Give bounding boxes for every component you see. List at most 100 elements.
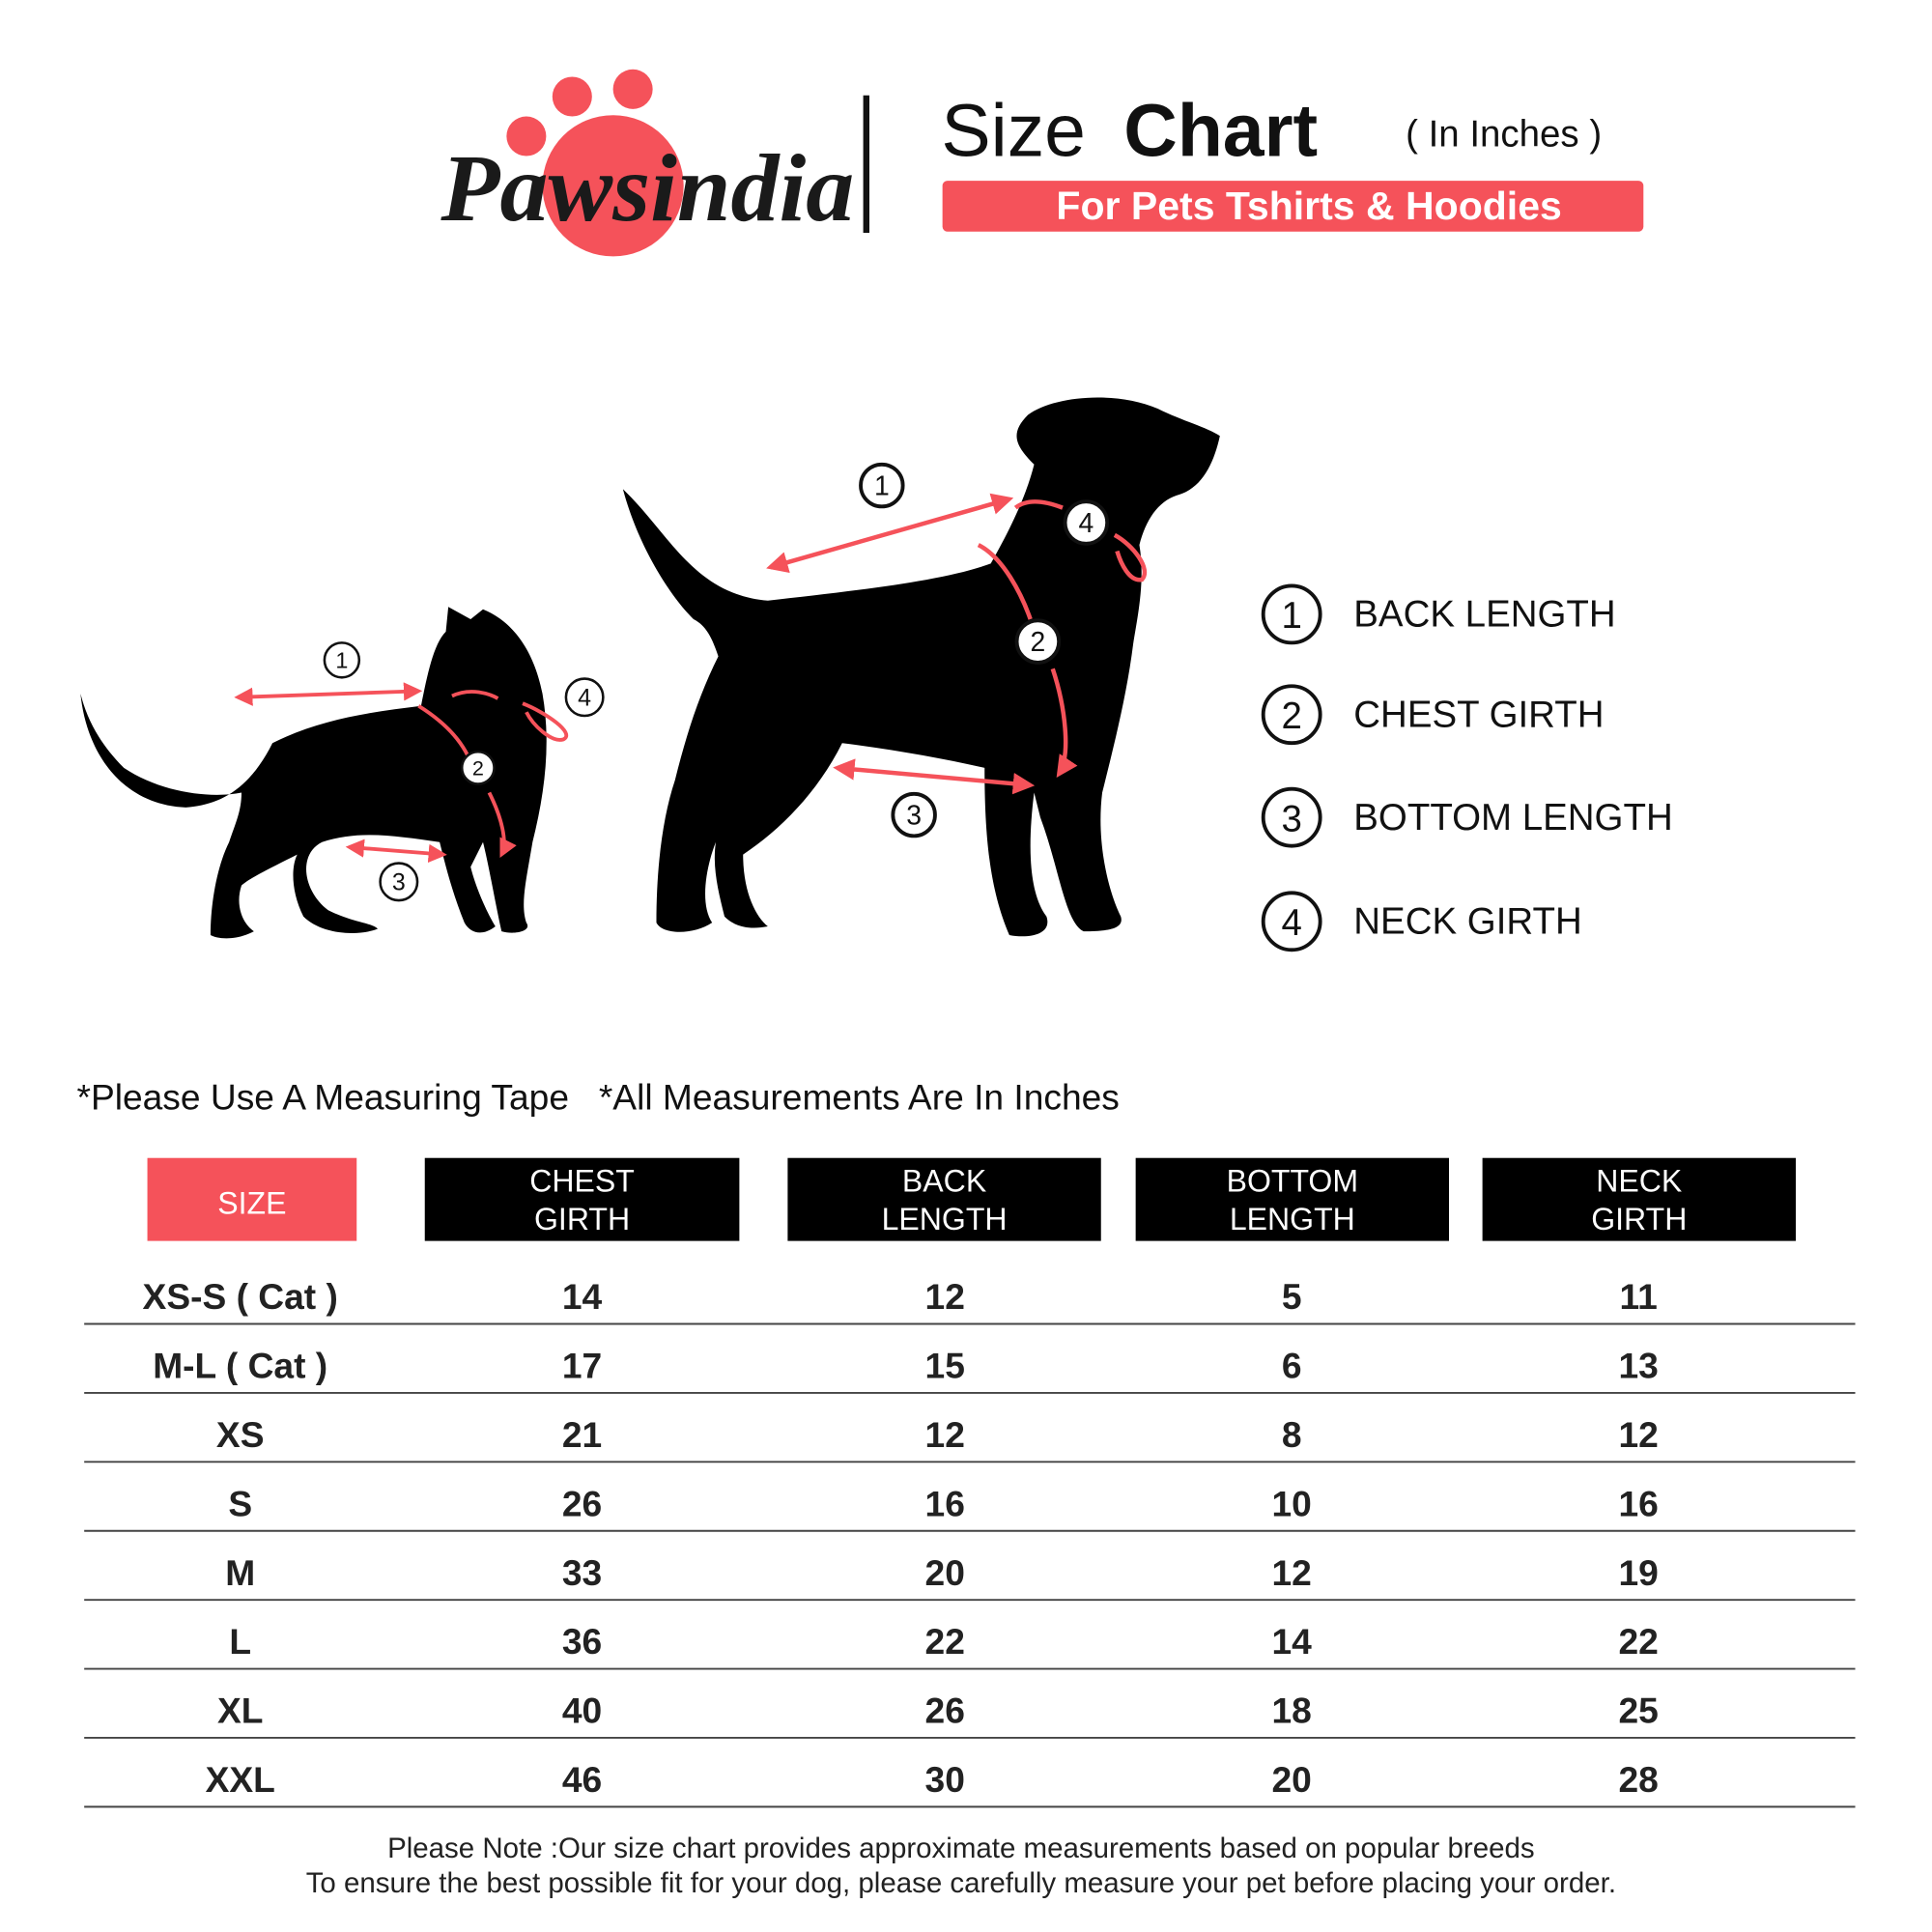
header-label: LENGTH — [882, 1202, 1008, 1236]
legend-item: 3 BOTTOM LENGTH — [1261, 786, 1673, 848]
dog-back-length-arrow — [766, 493, 1014, 574]
value-cell: 12 — [925, 1276, 965, 1317]
marker-number: 3 — [392, 868, 406, 895]
page-title: Size Chart — [941, 90, 1318, 173]
table-row: L 36 22 14 22 — [84, 1621, 1856, 1670]
header-label: BOTTOM — [1227, 1163, 1358, 1198]
size-cell: S — [228, 1483, 252, 1523]
value-cell: 17 — [562, 1346, 602, 1386]
column-header: NECK GIRTH — [1482, 1157, 1796, 1241]
value-cell: 22 — [925, 1621, 965, 1662]
cat-silhouette — [80, 607, 568, 939]
legend-number: 1 — [1281, 595, 1301, 637]
legend-item: 1 BACK LENGTH — [1261, 583, 1616, 645]
value-cell: 12 — [1618, 1414, 1658, 1455]
legend-number: 2 — [1281, 696, 1301, 737]
value-cell: 14 — [562, 1276, 603, 1317]
dog-neck-girth-arrow — [1013, 499, 1148, 582]
marker-number: 2 — [472, 755, 484, 780]
value-cell: 16 — [1618, 1483, 1658, 1523]
legend-label: CHEST GIRTH — [1353, 695, 1604, 736]
header-label: NECK — [1596, 1163, 1683, 1198]
value-cell: 26 — [562, 1483, 602, 1523]
paw-icon — [506, 69, 684, 257]
value-cell: 19 — [1618, 1552, 1658, 1593]
dog-marker-1: 1 — [859, 462, 905, 509]
value-cell: 22 — [1618, 1621, 1658, 1662]
value-cell: 14 — [1272, 1621, 1313, 1662]
value-cell: 5 — [1282, 1276, 1302, 1317]
size-cell: XS — [216, 1414, 265, 1455]
cat-neck-girth-arrow — [451, 690, 568, 742]
marker-number: 2 — [1030, 627, 1045, 658]
size-cell: M — [225, 1552, 255, 1593]
value-cell: 33 — [562, 1552, 602, 1593]
marker-number: 1 — [335, 647, 348, 672]
header-label: SIZE — [217, 1185, 286, 1220]
value-cell: 11 — [1620, 1276, 1658, 1317]
table-row: M-L ( Cat ) 17 15 6 13 — [84, 1346, 1856, 1394]
value-cell: 13 — [1618, 1346, 1658, 1386]
subtitle: For Pets Tshirts & Hoodies — [1056, 184, 1561, 228]
value-cell: 18 — [1272, 1690, 1312, 1731]
dog-marker-2: 2 — [1014, 618, 1062, 665]
value-cell: 40 — [562, 1690, 602, 1731]
table-row: XL 40 26 18 25 — [84, 1690, 1856, 1739]
legend-item: 4 NECK GIRTH — [1261, 891, 1582, 952]
legend-number-circle — [1261, 891, 1322, 952]
cat-back-length-arrow — [234, 682, 423, 706]
dog-chest-girth-arrow — [977, 543, 1065, 774]
brand-logo: Pawsindia — [440, 69, 854, 257]
value-cell: 30 — [925, 1759, 965, 1800]
value-cell: 20 — [1272, 1759, 1312, 1800]
value-cell: 15 — [925, 1346, 965, 1386]
dog-silhouette — [622, 397, 1220, 937]
header-label: GIRTH — [1591, 1202, 1687, 1236]
legend-label: NECK GIRTH — [1353, 901, 1581, 943]
legend-item: 2 CHEST GIRTH — [1261, 684, 1605, 746]
title-light: Size — [941, 90, 1086, 173]
footer-note-2: To ensure the best possible fit for your… — [306, 1867, 1616, 1899]
measuring-notes: *Please Use A Measuring Tape *All Measur… — [76, 1077, 1119, 1118]
dog-marker-3: 3 — [891, 791, 937, 838]
column-header: CHEST GIRTH — [424, 1157, 740, 1241]
brand-name: Pawsindia — [440, 134, 854, 242]
size-cell: XXL — [206, 1759, 275, 1800]
header-label: BACK — [902, 1163, 987, 1198]
size-cell: XS-S ( Cat ) — [143, 1276, 338, 1317]
value-cell: 21 — [562, 1414, 602, 1455]
cat-marker-3: 3 — [379, 862, 419, 902]
legend-number-circle — [1261, 583, 1322, 645]
note-tape: *Please Use A Measuring Tape — [76, 1077, 568, 1118]
value-cell: 46 — [562, 1759, 602, 1800]
header-label: GIRTH — [534, 1202, 630, 1236]
marker-number: 4 — [1078, 508, 1094, 539]
value-cell: 28 — [1618, 1759, 1658, 1800]
table-row: XS-S ( Cat ) 14 12 5 11 — [84, 1276, 1856, 1325]
header-label: CHEST — [529, 1163, 635, 1198]
table-row: XXL 46 30 20 28 — [84, 1759, 1856, 1808]
value-cell: 10 — [1272, 1483, 1312, 1523]
legend-label: BACK LENGTH — [1353, 594, 1615, 636]
value-cell: 36 — [562, 1621, 602, 1662]
dog-bottom-length-arrow — [833, 758, 1036, 795]
size-cell: XL — [217, 1690, 263, 1731]
dog-marker-4: 4 — [1063, 499, 1110, 546]
value-cell: 8 — [1282, 1414, 1302, 1455]
legend-number-circle — [1261, 684, 1322, 746]
legend-label: BOTTOM LENGTH — [1353, 797, 1672, 838]
header-label: LENGTH — [1230, 1202, 1355, 1236]
note-inches: *All Measurements Are In Inches — [599, 1077, 1120, 1118]
value-cell: 26 — [925, 1690, 965, 1731]
cat-marker-4: 4 — [564, 677, 605, 718]
column-header: BOTTOM LENGTH — [1135, 1157, 1449, 1241]
header-divider — [863, 95, 869, 234]
value-cell: 20 — [925, 1552, 965, 1593]
value-cell: 12 — [1272, 1552, 1312, 1593]
cat-marker-2: 2 — [460, 750, 496, 785]
size-cell: M-L ( Cat ) — [153, 1346, 327, 1386]
value-cell: 12 — [925, 1414, 965, 1455]
table-row: XS 21 12 8 12 — [84, 1414, 1856, 1463]
marker-number: 4 — [578, 684, 591, 711]
